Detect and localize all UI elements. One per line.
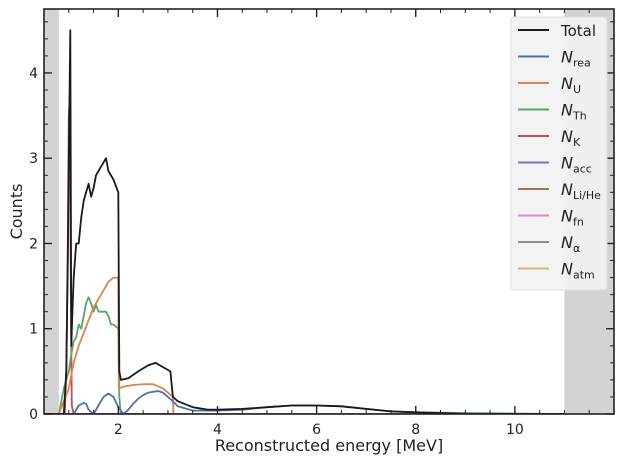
series-line-n-K [44, 97, 565, 414]
y-tick-label: 1 [29, 322, 38, 338]
legend: Total Nrea NU NTh NK Nacc NLi/He Nfn Nα Natm [510, 16, 608, 291]
y-tick-label: 4 [29, 66, 38, 82]
y-tick-label: 3 [29, 151, 38, 167]
x-tick-label: 10 [506, 422, 524, 438]
plot-frame [43, 8, 615, 415]
x-tick-label: 4 [213, 422, 222, 438]
series-line-total [44, 29, 565, 414]
series-line-n-Th [44, 296, 565, 414]
legend-item: Natm [518, 260, 595, 282]
legend-item: Nrea [518, 48, 591, 70]
x-tick-label: 6 [312, 422, 321, 438]
legend-item: Nα [518, 233, 580, 255]
series-line-n-rea [44, 390, 565, 414]
legend-item: Total [518, 22, 596, 40]
x-tick-label: 2 [114, 422, 123, 438]
legend-label: Total [560, 22, 596, 40]
series-lines [44, 29, 565, 414]
legend-label: NLi/He [561, 180, 601, 202]
shaded-region-0 [44, 9, 59, 414]
legend-label: Nrea [561, 48, 591, 70]
legend-label: NU [561, 74, 581, 96]
legend-label: Nα [561, 233, 580, 255]
y-tick-label: 2 [29, 236, 38, 252]
x-axis-title: Reconstructed energy [MeV] [215, 436, 443, 455]
legend-item: NK [518, 127, 581, 149]
legend-item: NLi/He [518, 180, 601, 202]
legend-label: Natm [561, 260, 595, 282]
legend-item: Nfn [518, 207, 584, 229]
x-tick-label: 8 [411, 422, 420, 438]
legend-item: NTh [518, 101, 587, 123]
legend-item: Nacc [518, 154, 592, 176]
y-tick-label: 0 [29, 407, 38, 423]
axes: 2 4 6 8 10 0 1 2 3 4 [29, 8, 615, 438]
series-line-n-U [44, 276, 565, 414]
legend-label: Nacc [561, 154, 592, 176]
legend-label: Nfn [561, 207, 584, 229]
y-axis-title: Counts [7, 184, 26, 240]
legend-label: NTh [561, 101, 587, 123]
legend-item: NU [518, 74, 581, 96]
legend-label: NK [561, 127, 581, 149]
legend-box [510, 16, 608, 291]
